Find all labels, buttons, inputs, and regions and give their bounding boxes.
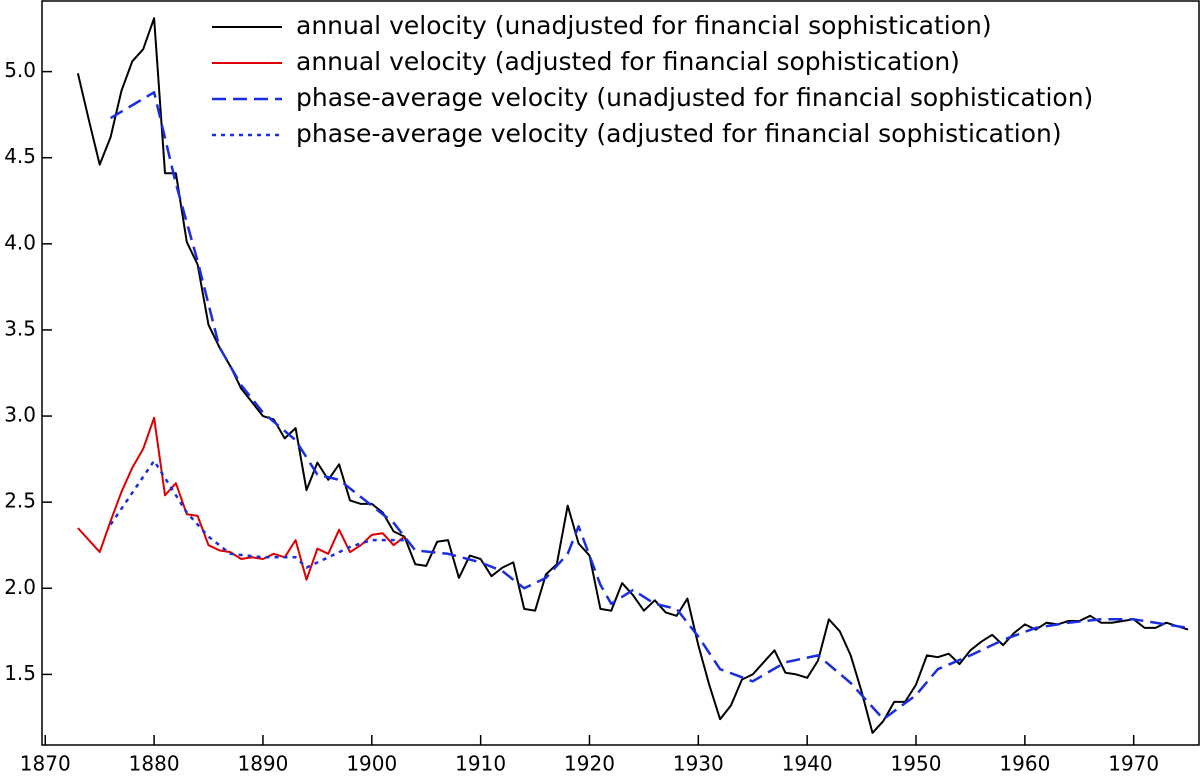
y-tick-label: 4.0 xyxy=(4,230,36,254)
legend-label: annual velocity (adjusted for financial … xyxy=(296,47,960,76)
legend-label: phase-average velocity (adjusted for fin… xyxy=(296,119,1062,148)
series-line xyxy=(109,459,405,569)
x-tick-label: 1950 xyxy=(891,752,942,776)
y-tick-label: 1.5 xyxy=(4,661,36,685)
x-tick-label: 1960 xyxy=(999,752,1050,776)
series-line xyxy=(76,17,1189,734)
x-tick-label: 1880 xyxy=(129,752,180,776)
series-line xyxy=(77,416,406,581)
legend-label: annual velocity (unadjusted for financia… xyxy=(296,11,992,40)
series-line xyxy=(109,91,1189,721)
y-tick-label: 2.0 xyxy=(4,575,36,599)
plot-frame xyxy=(41,0,1200,746)
x-tick-label: 1970 xyxy=(1108,752,1159,776)
x-tick-label: 1870 xyxy=(20,752,71,776)
x-tick-label: 1930 xyxy=(673,752,724,776)
x-tick-label: 1910 xyxy=(455,752,506,776)
x-tick-label: 1900 xyxy=(346,752,397,776)
x-tick-label: 1920 xyxy=(564,752,615,776)
y-tick-label: 5.0 xyxy=(4,58,36,82)
y-tick-label: 3.5 xyxy=(4,316,36,340)
x-tick-label: 1890 xyxy=(237,752,288,776)
y-tick-label: 2.5 xyxy=(4,489,36,513)
x-tick-label: 1940 xyxy=(782,752,833,776)
legend-label: phase-average velocity (unadjusted for f… xyxy=(296,83,1093,112)
y-tick-label: 4.5 xyxy=(4,144,36,168)
y-tick-label: 3.0 xyxy=(4,403,36,427)
